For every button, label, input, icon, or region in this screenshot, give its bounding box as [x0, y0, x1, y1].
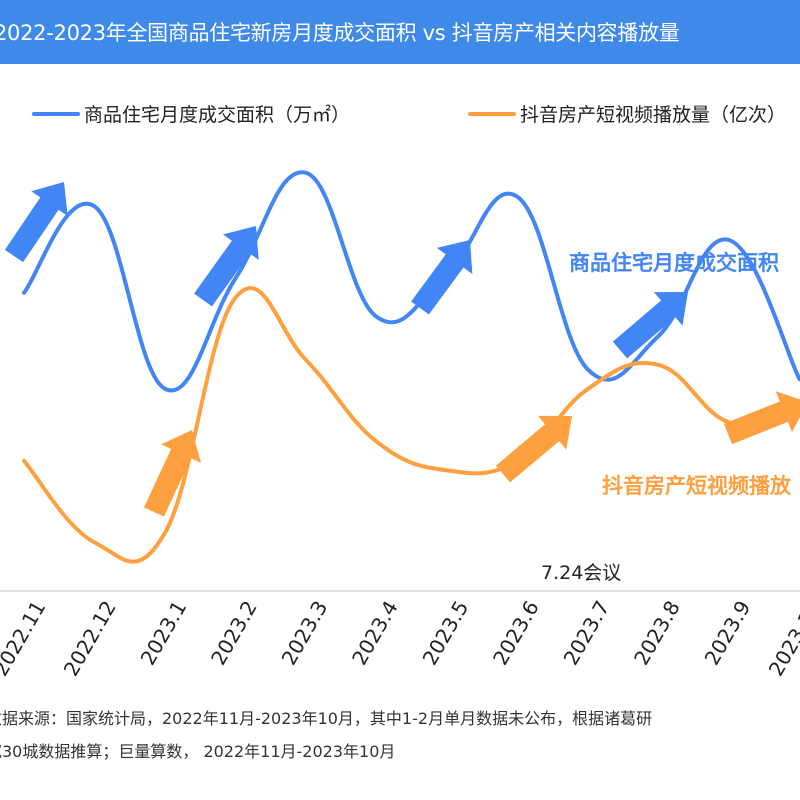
trend-arrow-orange-1	[144, 430, 202, 517]
x-tick-label: 2023.2	[206, 597, 262, 670]
trend-arrow-blue-1	[4, 182, 68, 263]
x-tick-labels: 2022.11 2022.12 2023.1 2023.2 2023.3 2023.4 20…	[0, 597, 800, 681]
series-line-2	[22, 286, 800, 564]
x-tick-label: 2022.11	[0, 597, 50, 681]
legend-label-2: 抖音房产短视频播放量（亿次）	[520, 104, 786, 126]
title-bar: 2022-2023年全国商品住宅新房月度成交面积 vs 抖音房产相关内容播放量	[0, 0, 800, 64]
source-line-1: 数据来源：国家统计局，2022年11月-2023年10月，其中1-2月单月数据未…	[0, 709, 653, 728]
series-lines	[22, 170, 800, 564]
trend-arrow-blue-2	[194, 226, 259, 307]
series-line-1	[22, 170, 800, 393]
x-tick-label: 2023.8	[629, 597, 685, 670]
annotations: 7.24会议	[541, 562, 621, 584]
x-tick-label: 2023.1	[136, 597, 192, 670]
x-tick-label: 2023.9	[700, 597, 756, 670]
x-tick-label: 2023.6	[488, 597, 544, 670]
x-tick-label: 2023.4	[347, 597, 403, 670]
legend: 商品住宅月度成交面积（万㎡） 抖音房产短视频播放量（亿次）	[32, 103, 786, 126]
x-tick-label: 2023.3	[277, 597, 333, 670]
trend-arrow-blue-4	[612, 292, 688, 359]
x-tick-label: 2023.10	[764, 597, 800, 681]
source-line-2: 究30城数据推算；巨量算数， 2022年11月-2023年10月	[0, 742, 396, 761]
annotation-1: 7.24会议	[541, 562, 621, 584]
series-label-1: 商品住宅月度成交面积	[569, 251, 779, 275]
legend-label-1: 商品住宅月度成交面积（万㎡）	[84, 103, 350, 126]
source-note: 数据来源：国家统计局，2022年11月-2023年10月，其中1-2月单月数据未…	[0, 702, 800, 768]
x-tick-label: 2022.12	[59, 597, 121, 681]
x-tick-label: 2023.5	[418, 597, 474, 670]
series-label-2: 抖音房产短视频播放	[602, 474, 792, 498]
x-tick-label: 2023.7	[559, 597, 615, 670]
chart: 2022.11 2022.12 2023.1 2023.2 2023.3 2023.4 20…	[0, 103, 800, 681]
trend-arrow-orange-3	[723, 391, 800, 445]
trend-arrows	[4, 182, 800, 517]
chart-title: 2022-2023年全国商品住宅新房月度成交面积 vs 抖音房产相关内容播放量	[0, 21, 680, 45]
